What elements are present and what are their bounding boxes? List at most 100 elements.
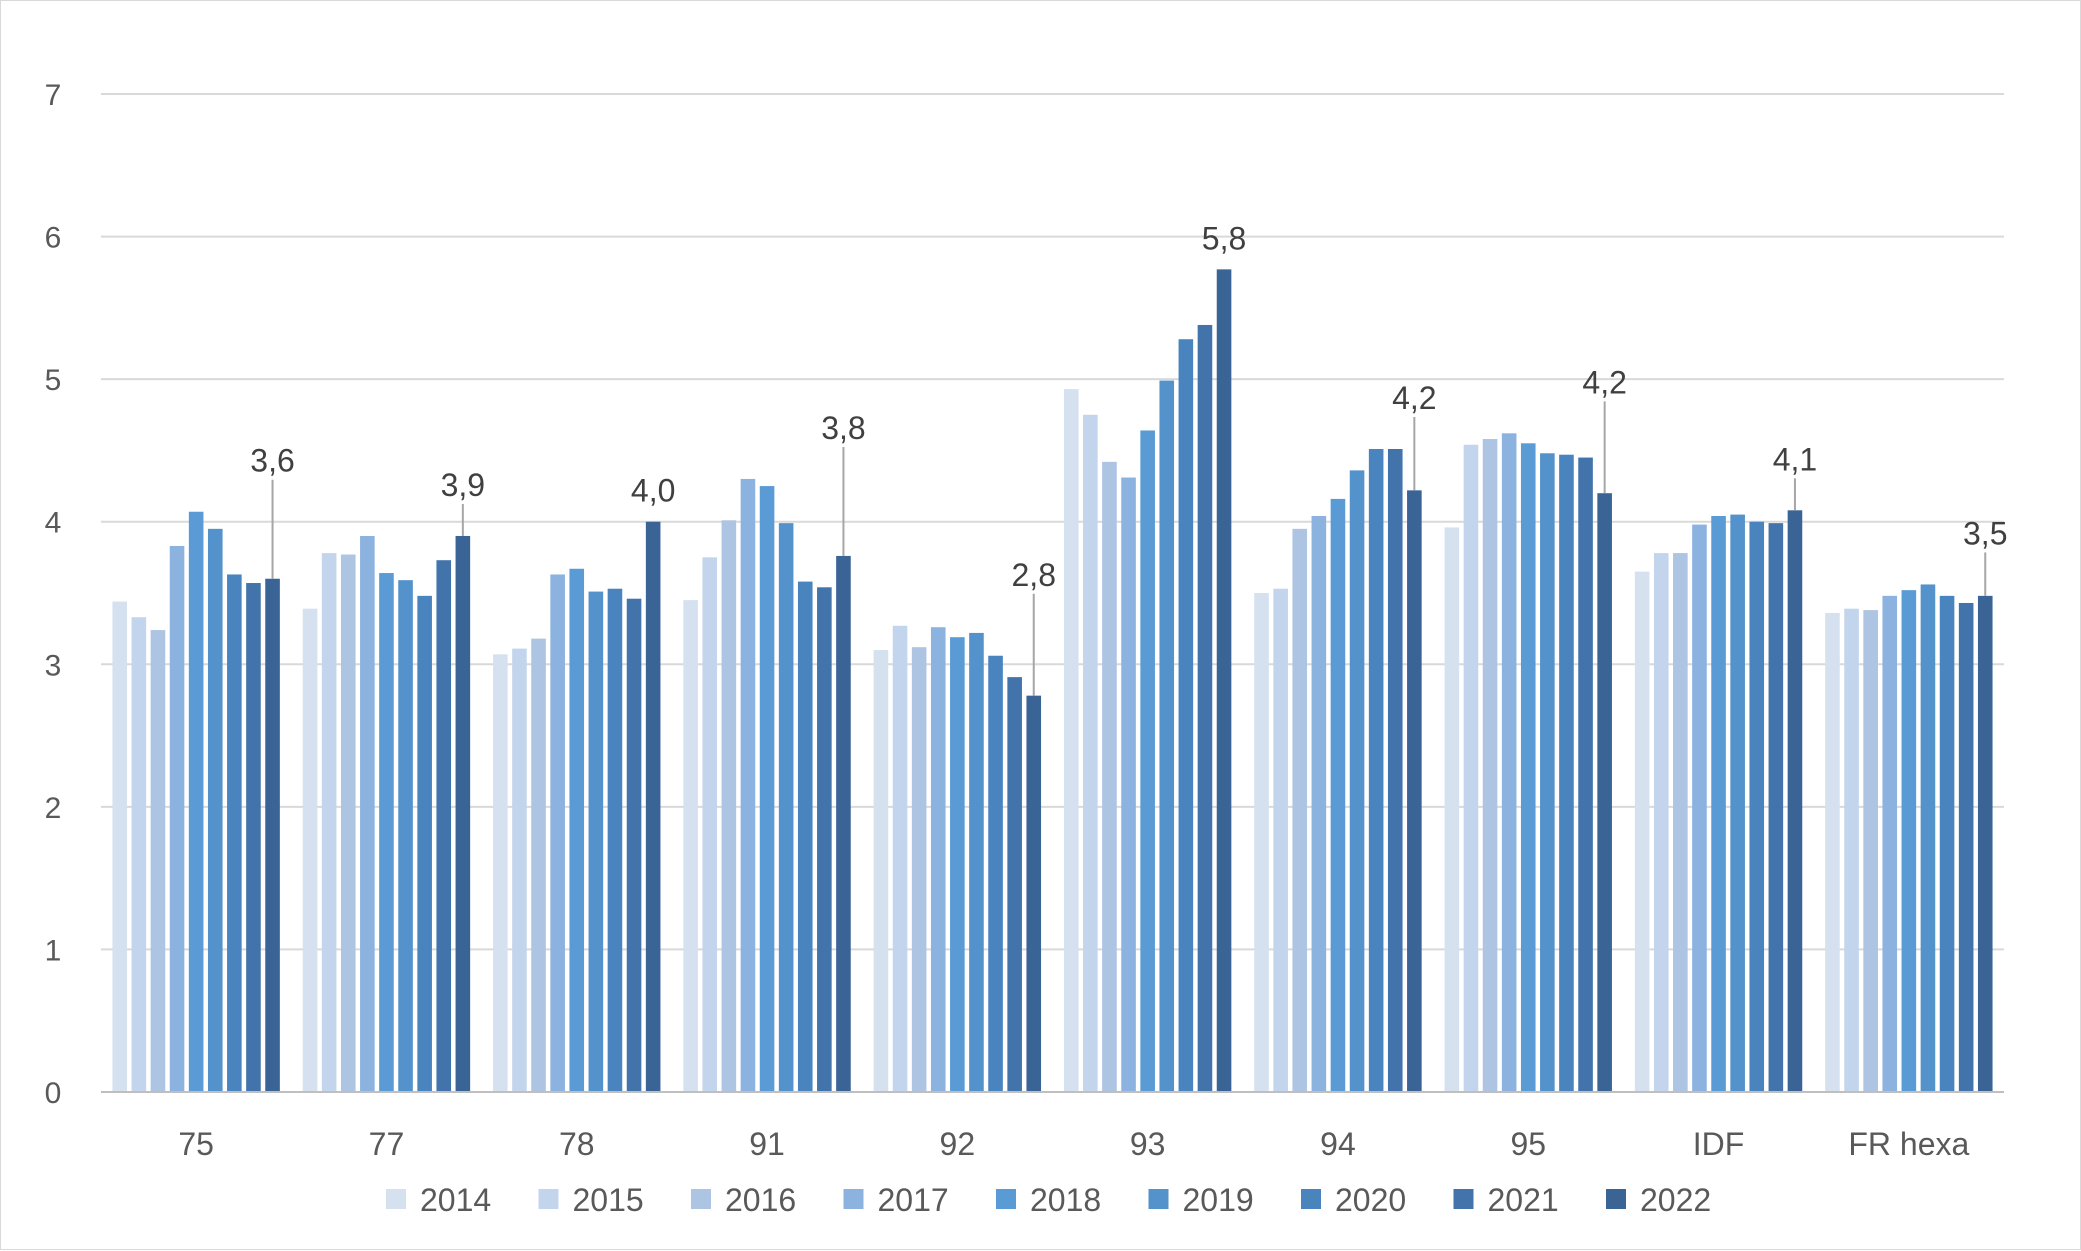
bar — [1007, 677, 1022, 1092]
bar — [1216, 269, 1232, 1092]
data-label: 4,2 — [1582, 364, 1626, 400]
bar — [169, 545, 185, 1092]
bar — [702, 557, 718, 1092]
bar — [1825, 612, 1840, 1092]
bar — [988, 655, 1003, 1092]
category-label: 95 — [1510, 1126, 1546, 1162]
bar — [1197, 324, 1213, 1093]
bar — [360, 535, 375, 1092]
bar — [1482, 439, 1498, 1093]
bar — [1349, 470, 1365, 1093]
data-label: 3,6 — [250, 443, 294, 479]
bar — [340, 554, 356, 1092]
legend-swatch — [1148, 1189, 1169, 1209]
bar — [379, 573, 394, 1092]
category-label: FR hexa — [1848, 1126, 1969, 1162]
category-label: 91 — [749, 1126, 785, 1162]
bar — [873, 650, 889, 1092]
bar — [836, 555, 851, 1092]
data-label: 3,8 — [821, 410, 865, 446]
bar — [1501, 433, 1517, 1092]
data-label: 3,5 — [1963, 515, 2007, 551]
bar — [455, 535, 471, 1092]
legend-swatch — [538, 1189, 559, 1209]
legend-label: 2019 — [1183, 1182, 1254, 1218]
bar — [1958, 602, 1974, 1092]
y-tick-label: 5 — [45, 364, 62, 397]
bar — [531, 638, 546, 1092]
y-axis-ticks: 0 1 2 3 4 5 6 7 — [45, 79, 62, 1110]
bar — [1882, 595, 1898, 1092]
bar — [950, 637, 965, 1092]
bar — [817, 587, 832, 1092]
bar — [1140, 430, 1155, 1092]
bar — [188, 511, 204, 1093]
bar — [1463, 444, 1479, 1092]
data-label: 2,8 — [1012, 557, 1056, 593]
data-label: 4,2 — [1392, 380, 1436, 416]
category-label: 75 — [178, 1126, 214, 1162]
legend: 2014 2015 2016 2017 2018 2019 2020 2021 2022 — [386, 1182, 1711, 1218]
bar — [1653, 553, 1669, 1092]
bar — [1730, 514, 1745, 1092]
y-tick-label: 2 — [45, 792, 62, 825]
bar — [1063, 389, 1079, 1092]
y-tick-label: 1 — [45, 934, 62, 967]
bar — [911, 647, 927, 1092]
bar — [246, 583, 261, 1092]
bar — [1901, 590, 1917, 1092]
bar — [550, 574, 565, 1092]
bar — [1083, 414, 1098, 1092]
bar — [1768, 523, 1784, 1092]
bar — [321, 553, 337, 1092]
bar — [302, 608, 318, 1092]
data-label: 4,1 — [1773, 441, 1817, 477]
legend-label: 2016 — [725, 1182, 796, 1218]
y-tick-label: 0 — [45, 1077, 62, 1110]
bar — [645, 521, 661, 1092]
bar — [1330, 498, 1346, 1093]
legend-label: 2020 — [1335, 1182, 1406, 1218]
data-label: 5,8 — [1202, 220, 1246, 256]
bar — [892, 625, 908, 1092]
y-tick-label: 3 — [45, 649, 62, 682]
bar — [1159, 380, 1175, 1092]
data-labels: 3,6 3,9 4,0 3,8 2,8 5,8 4,2 4,2 4,1 3,5 — [250, 220, 2007, 696]
bar — [1559, 454, 1574, 1093]
bar — [1540, 453, 1555, 1092]
bar — [398, 580, 413, 1092]
bar — [1121, 477, 1136, 1092]
bar — [436, 560, 452, 1092]
bar — [1407, 490, 1422, 1092]
y-tick-label: 6 — [45, 222, 62, 255]
legend-swatch — [691, 1189, 711, 1209]
bar — [1178, 339, 1194, 1092]
bar — [512, 648, 527, 1092]
category-label: 93 — [1130, 1126, 1166, 1162]
legend-label: 2017 — [878, 1182, 949, 1218]
bar — [1939, 595, 1955, 1092]
legend-swatch — [843, 1189, 864, 1209]
bar — [1863, 610, 1878, 1092]
category-labels: 75 77 78 91 92 93 94 95 IDF FR hexa — [178, 1126, 1969, 1162]
category-label: 92 — [940, 1126, 976, 1162]
bar — [1444, 527, 1460, 1092]
y-tick-label: 7 — [45, 79, 62, 112]
bar — [1711, 516, 1726, 1092]
bar — [1578, 457, 1593, 1092]
legend-label: 2018 — [1030, 1182, 1101, 1218]
bar — [1273, 588, 1288, 1092]
bar — [588, 591, 604, 1092]
bar — [569, 568, 585, 1092]
bar — [1254, 593, 1269, 1092]
legend-label: 2015 — [573, 1182, 644, 1218]
legend-label: 2022 — [1640, 1182, 1711, 1218]
bar — [227, 574, 242, 1092]
legend-swatch — [1453, 1189, 1474, 1209]
bar — [1520, 443, 1536, 1092]
legend-swatch — [1301, 1189, 1321, 1209]
bar — [740, 478, 756, 1092]
bar — [1787, 510, 1803, 1092]
bar — [1387, 449, 1403, 1092]
